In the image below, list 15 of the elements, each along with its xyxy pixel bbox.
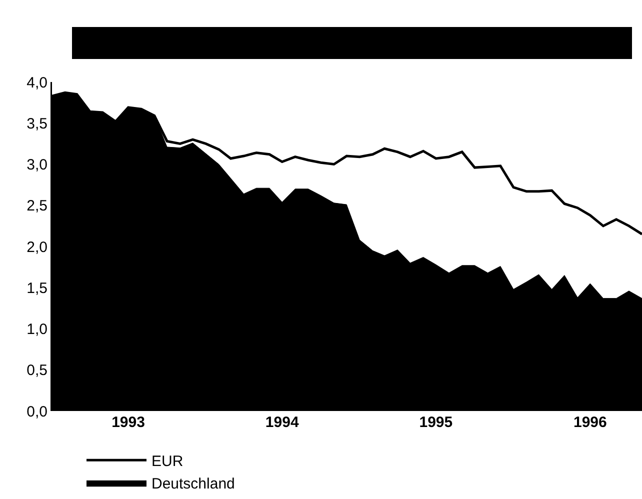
y-tick-label: 3,5: [26, 115, 48, 132]
y-tick-label: 2,0: [26, 238, 48, 256]
y-tick-label: 1,5: [26, 280, 48, 297]
x-tick-label: 1995: [419, 414, 453, 431]
y-tick-label: 0,0: [26, 403, 48, 420]
y-tick-label: 4,0: [26, 74, 48, 92]
y-tick-label: 2,5: [26, 198, 48, 215]
legend-label: Deutschland: [152, 476, 235, 492]
y-tick-label: 3,0: [26, 156, 48, 174]
y-tick-label: 1,0: [26, 321, 48, 338]
x-tick-label: 1994: [265, 414, 300, 431]
x-tick-label: 1996: [573, 414, 607, 431]
y-tick-label: 0,5: [26, 362, 48, 380]
x-tick-label: 1993: [112, 414, 145, 431]
legend-label: EUR: [152, 453, 184, 470]
